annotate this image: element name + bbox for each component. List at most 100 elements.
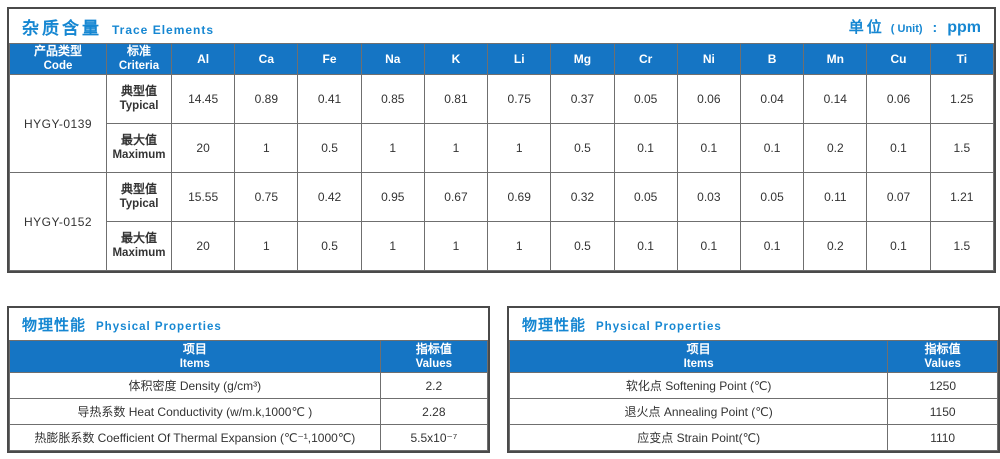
phys-item-cell: 体积密度 Density (g/cm³) — [9, 372, 381, 399]
trace-value-cell: 0.14 — [803, 74, 868, 124]
phys-item-cell: 应变点 Strain Point(℃) — [508, 424, 889, 451]
trace-table-body: HYGY-0139 典型值 Typical 14.45 0.89 0.41 0.85 0.81… — [9, 74, 995, 271]
trace-value-cell: 0.1 — [613, 221, 678, 271]
trace-value-cell: 0.07 — [866, 172, 931, 222]
col-header-element-fe: Fe — [297, 43, 362, 75]
trace-elements-title-band: 杂质含量 Trace Elements 单位 ( Unit) : ppm — [9, 9, 994, 43]
trace-value-cell: 1.5 — [929, 221, 995, 271]
physical-right-title-band: 物理性能 Physical Properties — [509, 308, 998, 340]
col-header-element-mn: Mn — [803, 43, 868, 75]
phys-item-cell: 退火点 Annealing Point (℃) — [508, 398, 889, 425]
trace-value-cell: 1 — [423, 221, 489, 271]
trace-elements-section: 杂质含量 Trace Elements 单位 ( Unit) : ppm 产品类… — [7, 7, 996, 273]
trace-value-cell: 0.05 — [613, 74, 678, 124]
trace-value-cell: 1.5 — [929, 123, 995, 173]
trace-value-cell: 0.06 — [676, 74, 741, 124]
col-header-element-ni: Ni — [676, 43, 741, 75]
phys-table-row: 体积密度 Density (g/cm³) 2.2 — [9, 372, 489, 399]
phys-table-row: 热膨胀系数 Coefficient Of Thermal Expansion (… — [9, 424, 489, 451]
phys-value-cell: 2.2 — [379, 372, 489, 399]
trace-value-cell: 14.45 — [170, 74, 236, 124]
trace-value-cell: 0.1 — [866, 221, 931, 271]
physical-right-title-en: Physical Properties — [596, 320, 722, 333]
trace-elements-table: 产品类型 Code 标准 Criteria Al Ca Fe Na K Li Mg Cr Ni B Mn Cu… — [9, 43, 995, 271]
trace-value-cell: 0.1 — [676, 221, 741, 271]
trace-table-row: HYGY-0139 典型值 Typical 14.45 0.89 0.41 0.85 0.81… — [9, 74, 995, 173]
trace-value-cell: 1 — [360, 123, 425, 173]
trace-value-cell: 0.1 — [676, 123, 741, 173]
trace-value-cell: 0.42 — [297, 172, 362, 222]
trace-value-cell: 1 — [234, 221, 299, 271]
phys-table-row: 软化点 Softening Point (℃) 1250 — [508, 372, 998, 399]
trace-elements-title: 杂质含量 Trace Elements — [22, 14, 214, 39]
trace-value-cell: 0.5 — [550, 123, 615, 173]
trace-value-cell: 0.75 — [234, 172, 299, 222]
phys-item-cell: 导热系数 Heat Conductivity (w/m.k,1000℃ ) — [9, 398, 381, 425]
phys-value-cell: 1250 — [887, 372, 998, 399]
trace-value-cell: 0.05 — [739, 172, 805, 222]
trace-value-cell: 0.05 — [613, 172, 678, 222]
phys-value-cell: 1110 — [887, 424, 998, 451]
trace-value-cell: 0.2 — [803, 123, 868, 173]
col-header-product: 产品类型 Code — [9, 43, 107, 75]
phys-header-row: 项目 Items 指标值 Values — [508, 340, 998, 373]
trace-table-row: HYGY-0152 典型值 Typical 15.55 0.75 0.42 0.95 0.67… — [9, 172, 995, 271]
col-header-element-cr: Cr — [613, 43, 678, 75]
trace-value-cell: 0.89 — [234, 74, 299, 124]
physical-left-title-zh: 物理性能 — [22, 316, 87, 334]
unit-label: 单位 ( Unit) : ppm — [849, 16, 981, 37]
physical-right-title: 物理性能 Physical Properties — [522, 314, 722, 335]
criteria-cell: 最大值 Maximum — [106, 221, 172, 271]
trace-value-cell: 0.75 — [487, 74, 552, 124]
trace-table-row: 最大值 Maximum 20 1 0.5 1 1 1 0.5 0.1 0.1 0.1 0.2 0.1 1.5 — [10, 123, 995, 173]
col-header-values: 指标值 Values — [379, 340, 489, 373]
physical-properties-left-table: 项目 Items 指标值 Values 体积密度 Density (g/cm³) 2.2… — [9, 340, 489, 451]
trace-value-cell: 0.1 — [613, 123, 678, 173]
phys-table-row: 退火点 Annealing Point (℃) 1150 — [508, 398, 998, 425]
trace-value-cell: 0.2 — [803, 221, 868, 271]
physical-left-title: 物理性能 Physical Properties — [22, 314, 222, 335]
trace-value-cell: 1.25 — [929, 74, 995, 124]
trace-value-cell: 0.5 — [297, 123, 362, 173]
col-header-element-na: Na — [360, 43, 425, 75]
product-code-cell: HYGY-0139 — [9, 74, 107, 173]
col-header-element-cu: Cu — [866, 43, 931, 75]
trace-value-cell: 0.69 — [487, 172, 552, 222]
trace-table-row: 最大值 Maximum 20 1 0.5 1 1 1 0.5 0.1 0.1 0.1 0.2 0.1 1.5 — [10, 221, 995, 271]
phys-value-cell: 2.28 — [379, 398, 489, 425]
col-header-element-al: Al — [170, 43, 236, 75]
trace-value-cell: 0.03 — [676, 172, 741, 222]
trace-value-cell: 0.81 — [423, 74, 489, 124]
trace-value-cell: 0.5 — [297, 221, 362, 271]
col-header-element-li: Li — [487, 43, 552, 75]
phys-table-row: 导热系数 Heat Conductivity (w/m.k,1000℃ ) 2.2… — [9, 398, 489, 425]
trace-value-cell: 1 — [423, 123, 489, 173]
col-header-items: 项目 Items — [508, 340, 889, 373]
unit-label-zh: 单位 — [848, 18, 885, 36]
physical-left-title-en: Physical Properties — [96, 320, 222, 333]
trace-value-cell: 0.5 — [550, 221, 615, 271]
trace-value-cell: 0.1 — [866, 123, 931, 173]
criteria-cell: 典型值 Typical — [106, 172, 172, 222]
trace-header-row: 产品类型 Code 标准 Criteria Al Ca Fe Na K Li Mg Cr Ni B Mn Cu… — [9, 43, 995, 75]
trace-value-cell: 1 — [360, 221, 425, 271]
trace-value-cell: 0.95 — [360, 172, 425, 222]
trace-value-cell: 0.85 — [360, 74, 425, 124]
trace-value-cell: 0.06 — [866, 74, 931, 124]
trace-value-cell: 1 — [234, 123, 299, 173]
physical-right-title-zh: 物理性能 — [522, 316, 587, 334]
criteria-cell: 典型值 Typical — [106, 74, 172, 124]
trace-table-head: 产品类型 Code 标准 Criteria Al Ca Fe Na K Li Mg Cr Ni B Mn Cu… — [9, 43, 995, 75]
trace-value-cell: 0.41 — [297, 74, 362, 124]
col-header-items: 项目 Items — [9, 340, 381, 373]
trace-value-cell: 20 — [170, 221, 236, 271]
trace-value-cell: 1 — [487, 123, 552, 173]
physical-properties-left-section: 物理性能 Physical Properties 项目 Items 指标值 Value… — [7, 306, 490, 453]
physical-properties-right-table: 项目 Items 指标值 Values 软化点 Softening Point (℃)… — [508, 340, 998, 451]
physical-left-title-band: 物理性能 Physical Properties — [9, 308, 488, 340]
criteria-cell: 最大值 Maximum — [106, 123, 172, 173]
unit-label-paren: ( Unit) — [890, 22, 923, 35]
phys-value-cell: 5.5x10⁻⁷ — [379, 424, 489, 451]
trace-title-zh: 杂质含量 — [22, 18, 102, 38]
phys-item-cell: 软化点 Softening Point (℃) — [508, 372, 889, 399]
